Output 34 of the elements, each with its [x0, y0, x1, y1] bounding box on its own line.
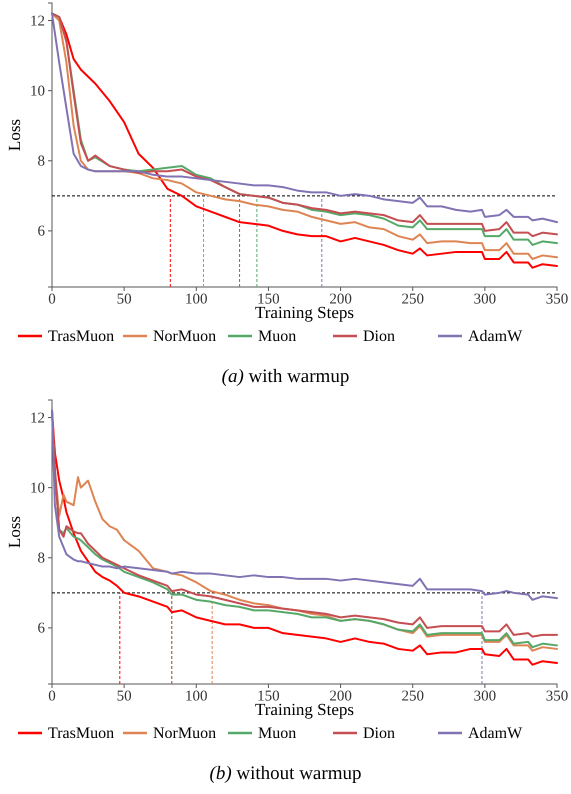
legend-label: AdamW: [468, 725, 524, 742]
text: (a) with warmup: [222, 366, 350, 387]
legend-label: Dion: [363, 725, 395, 742]
y-tick-label: 6: [38, 620, 46, 637]
y-axis-title: Loss: [5, 516, 24, 548]
x-tick-label: 100: [185, 688, 208, 705]
y-tick-label: 12: [30, 13, 45, 30]
y-tick-label: 10: [30, 83, 45, 100]
x-tick-label: 350: [546, 292, 568, 308]
y-tick-label: 10: [30, 480, 45, 496]
x-tick-label: 100: [185, 292, 208, 308]
y-tick-label: 6: [38, 224, 46, 240]
legend-label: TrasMuon: [48, 725, 114, 742]
x-tick-label: 300: [474, 292, 496, 308]
y-tick-label: 8: [38, 550, 45, 567]
legend-label: TrasMuon: [48, 328, 114, 345]
legend-label: NorMuon: [153, 328, 216, 345]
y-tick-label: 8: [38, 154, 45, 170]
x-tick-label: 300: [474, 688, 496, 705]
x-tick-label: 350: [546, 688, 568, 705]
y-axis-title: Loss: [5, 118, 24, 152]
legend-label: Muon: [258, 328, 296, 345]
legend-label: NorMuon: [153, 725, 216, 742]
x-tick-label: 250: [401, 292, 424, 308]
text: (b) without warmup: [210, 763, 362, 784]
x-tick-label: 0: [48, 292, 56, 308]
y-tick-label: 12: [30, 410, 45, 426]
legend-label: Dion: [363, 328, 395, 345]
x-tick-label: 250: [401, 688, 424, 705]
legend-label: Muon: [258, 725, 296, 742]
x-tick-label: 50: [116, 292, 132, 308]
legend-label: AdamW: [468, 328, 524, 345]
x-tick-label: 50: [116, 688, 132, 705]
x-tick-label: 0: [48, 688, 56, 705]
